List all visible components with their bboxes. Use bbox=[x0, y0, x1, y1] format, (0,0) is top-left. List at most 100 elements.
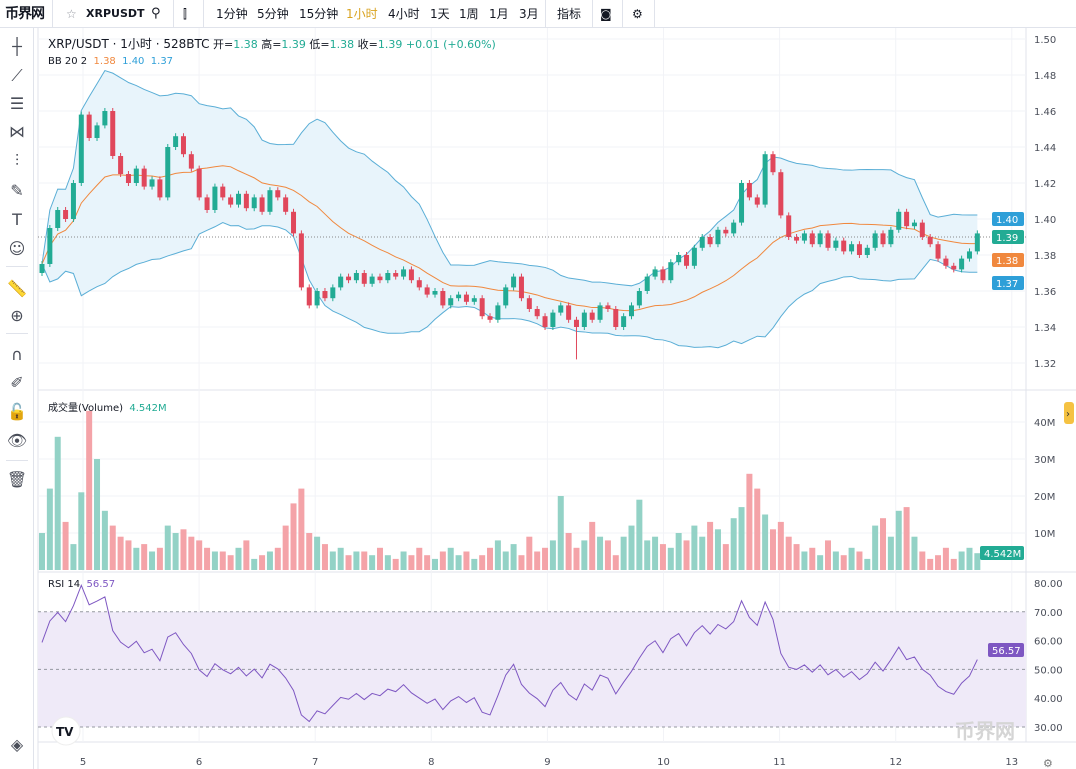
lock-drawing-icon[interactable]: ✐ bbox=[10, 373, 24, 392]
candle-body bbox=[63, 210, 69, 219]
volume-bar bbox=[487, 547, 494, 570]
search-icon[interactable]: ⚲ bbox=[151, 6, 161, 21]
volume-bar bbox=[455, 555, 462, 570]
trend-line-icon[interactable]: ⟋ bbox=[11, 66, 23, 85]
bb-upper-line bbox=[41, 69, 978, 287]
interval-1w[interactable]: 1周 bbox=[459, 7, 479, 21]
text-icon[interactable]: T bbox=[12, 210, 22, 229]
candle-body bbox=[385, 273, 391, 281]
interval-5m[interactable]: 5分钟 bbox=[257, 7, 289, 21]
price-tick-label: 1.34 bbox=[1034, 323, 1056, 334]
interval-1mo[interactable]: 1月 bbox=[489, 7, 509, 21]
time-tick-label: 8 bbox=[428, 757, 434, 768]
candle-body bbox=[762, 154, 768, 205]
time-tick-label: 10 bbox=[657, 757, 670, 768]
volume-bar bbox=[353, 551, 360, 570]
change-value: +0.01 (+0.60%) bbox=[405, 38, 496, 51]
volume-bar bbox=[101, 510, 108, 570]
price-tick-label: 1.40 bbox=[1034, 215, 1056, 226]
volume-bar bbox=[463, 551, 470, 570]
high-label: 高= bbox=[261, 38, 282, 51]
interval-1m[interactable]: 1分钟 bbox=[216, 7, 248, 21]
symbol-selector[interactable]: XRPUSDT bbox=[86, 7, 145, 20]
candle-body bbox=[102, 111, 108, 126]
candle-body bbox=[220, 186, 226, 198]
price-tick-label: 1.48 bbox=[1034, 71, 1056, 82]
candle-body bbox=[825, 233, 831, 248]
volume-bar bbox=[211, 551, 218, 570]
magnet-icon[interactable]: ∩ bbox=[11, 345, 23, 364]
candle-body bbox=[833, 240, 839, 248]
volume-legend[interactable]: 成交量(Volume) 4.542M bbox=[48, 399, 167, 414]
interval-3mo[interactable]: 3月 bbox=[519, 7, 539, 21]
star-icon[interactable]: ☆ bbox=[66, 7, 77, 21]
price-badge: 1.39 bbox=[996, 233, 1018, 244]
volume-bar bbox=[306, 533, 313, 570]
candle-body bbox=[291, 211, 297, 234]
candle-body bbox=[141, 168, 147, 187]
bb-legend[interactable]: BB 20 2 1.38 1.40 1.37 bbox=[48, 56, 173, 67]
candle-body bbox=[676, 255, 682, 263]
rsi-pane bbox=[38, 583, 1026, 728]
candle-body bbox=[754, 197, 760, 205]
candle-body bbox=[424, 287, 430, 295]
candle-body bbox=[180, 136, 186, 155]
volume-bar bbox=[204, 547, 211, 570]
trash-icon[interactable]: 🗑 bbox=[6, 470, 28, 489]
volume-bar bbox=[141, 544, 148, 570]
zoom-in-icon[interactable]: ⊕ bbox=[10, 306, 24, 325]
gear-icon[interactable]: ⚙ bbox=[632, 7, 643, 21]
candle-body bbox=[487, 316, 493, 320]
volume-bar bbox=[557, 496, 564, 570]
candle-body bbox=[133, 168, 139, 183]
pattern-icon[interactable]: ⋈ bbox=[9, 122, 25, 141]
low-value: 1.38 bbox=[329, 38, 355, 51]
volume-bar bbox=[164, 525, 171, 570]
interval-4h[interactable]: 4小时 bbox=[388, 7, 420, 21]
candle-body bbox=[629, 305, 634, 317]
fib-icon[interactable]: ⫶ bbox=[14, 151, 19, 170]
horizontal-lines-icon[interactable]: ☰ bbox=[9, 94, 25, 113]
candle-body bbox=[463, 294, 469, 302]
candle-body bbox=[550, 312, 556, 327]
candlestick-icon[interactable]: ⫿ bbox=[183, 7, 187, 21]
time-tick-label: 6 bbox=[196, 757, 202, 768]
volume-bar bbox=[832, 551, 839, 570]
candle-body bbox=[306, 287, 312, 306]
candle-body bbox=[691, 247, 697, 266]
volume-bar bbox=[62, 521, 69, 570]
eye-icon[interactable]: 👁 bbox=[6, 431, 28, 450]
indicators-button[interactable]: 指标 bbox=[557, 7, 582, 21]
candle-body bbox=[330, 287, 336, 299]
interval-1h[interactable]: 1小时 bbox=[346, 7, 378, 21]
candle-body bbox=[401, 269, 407, 277]
volume-bar bbox=[369, 555, 376, 570]
candle-body bbox=[157, 179, 163, 198]
time-tick-label: 7 bbox=[312, 757, 318, 768]
price-badge-bg bbox=[992, 212, 1024, 226]
candle-body bbox=[699, 237, 705, 248]
camera-icon[interactable]: ◙ bbox=[600, 7, 612, 21]
volume-bar bbox=[54, 436, 61, 570]
volume-bar bbox=[769, 529, 776, 570]
volume-bar bbox=[526, 536, 533, 570]
volume-bar bbox=[675, 533, 682, 570]
rsi-legend[interactable]: RSI 14 56.57 bbox=[48, 579, 115, 590]
emoji-icon[interactable]: ☺ bbox=[8, 239, 26, 258]
brush-icon[interactable]: ✎ bbox=[10, 181, 24, 200]
crosshair-icon[interactable]: ┼ bbox=[12, 37, 22, 56]
volume-bar bbox=[652, 536, 659, 570]
interval-15m[interactable]: 15分钟 bbox=[299, 7, 339, 21]
collapse-panel-button[interactable] bbox=[1064, 402, 1074, 424]
candle-body bbox=[70, 183, 76, 219]
candle-body bbox=[801, 233, 807, 241]
layers-icon[interactable]: ◈ bbox=[10, 735, 24, 754]
volume-bar bbox=[911, 536, 918, 570]
lock-icon[interactable]: 🔓 bbox=[7, 402, 27, 421]
ruler-icon[interactable]: 📏 bbox=[7, 279, 27, 298]
interval-1d[interactable]: 1天 bbox=[430, 7, 450, 21]
candle-body bbox=[911, 222, 917, 227]
price-tick-label: 1.44 bbox=[1034, 143, 1056, 154]
candle-body bbox=[904, 211, 910, 227]
